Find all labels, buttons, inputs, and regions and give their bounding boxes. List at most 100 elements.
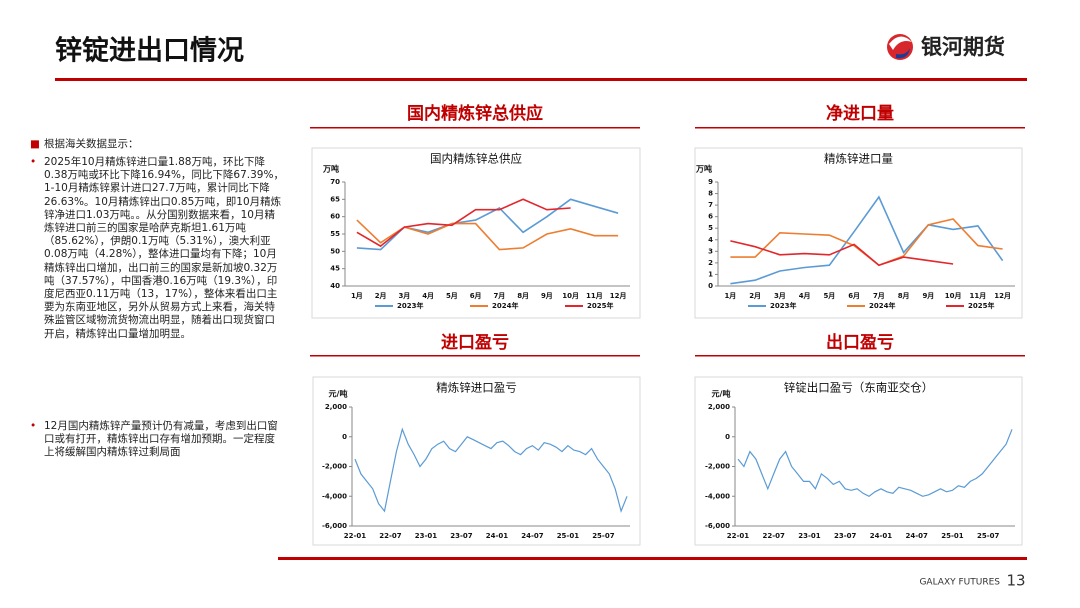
x-tick-label: 7月 bbox=[873, 292, 885, 300]
legend-label: 2023年 bbox=[397, 301, 423, 310]
y-tick-label: 0 bbox=[708, 282, 713, 290]
chart-title: 锌锭出口盈亏（东南亚交仓） bbox=[784, 381, 934, 395]
x-tick-label: 12月 bbox=[994, 292, 1011, 300]
bullet: • 2025年10月精炼锌进口量1.88万吨，环比下降0.38万吨或环比下降16.… bbox=[30, 156, 284, 340]
bullet-text: 12月国内精炼锌产量预计仍有减量，考虑到出口窗口或有打开，精炼锌出口存有增加预期… bbox=[44, 420, 278, 459]
y-tick-label: -4,000 bbox=[705, 492, 730, 500]
y-tick-label: 40 bbox=[330, 282, 340, 290]
y-tick-label: 2,000 bbox=[325, 403, 347, 411]
x-tick-label: 22-07 bbox=[763, 532, 786, 540]
y-tick-label: 55 bbox=[330, 230, 340, 238]
x-tick-label: 9月 bbox=[541, 292, 553, 300]
legend-label: 2023年 bbox=[770, 301, 796, 310]
y-tick-label: 5 bbox=[708, 224, 713, 232]
x-tick-label: 25-07 bbox=[592, 532, 615, 540]
y-tick-label: 50 bbox=[330, 247, 340, 255]
x-tick-label: 4月 bbox=[422, 292, 434, 300]
legend-label: 2025年 bbox=[968, 301, 994, 310]
y-tick-label: 1 bbox=[708, 270, 713, 278]
section-title: 出口盈亏 bbox=[826, 332, 894, 353]
x-tick-label: 9月 bbox=[922, 292, 934, 300]
page-title: 锌锭进出口情况 bbox=[55, 36, 244, 67]
x-tick-label: 6月 bbox=[848, 292, 860, 300]
x-tick-label: 23-07 bbox=[450, 532, 473, 540]
x-tick-label: 3月 bbox=[774, 292, 786, 300]
x-tick-label: 5月 bbox=[446, 292, 458, 300]
y-tick-label: 8 bbox=[708, 190, 713, 198]
x-tick-label: 22-07 bbox=[379, 532, 402, 540]
y-tick-label: 9 bbox=[708, 178, 713, 186]
x-tick-label: 22-01 bbox=[344, 532, 367, 540]
x-tick-label: 4月 bbox=[799, 292, 811, 300]
chart-frame bbox=[694, 376, 1023, 546]
x-tick-label: 24-07 bbox=[906, 532, 929, 540]
x-tick-label: 7月 bbox=[493, 292, 505, 300]
x-tick-label: 12月 bbox=[610, 292, 627, 300]
section-rule bbox=[695, 127, 1025, 129]
y-tick-label: -4,000 bbox=[322, 492, 347, 500]
y-axis-label: 元/吨 bbox=[329, 389, 348, 399]
y-tick-label: 70 bbox=[330, 178, 340, 186]
series-line bbox=[730, 240, 954, 267]
x-tick-label: 24-01 bbox=[870, 532, 893, 540]
x-tick-label: 11月 bbox=[586, 292, 603, 300]
x-tick-label: 10月 bbox=[562, 292, 579, 300]
y-tick-label: 60 bbox=[330, 213, 340, 221]
x-tick-label: 1月 bbox=[724, 292, 736, 300]
series-line bbox=[354, 427, 628, 514]
y-axis-label: 万吨 bbox=[695, 164, 712, 174]
series-line bbox=[737, 429, 1013, 498]
y-tick-label: 45 bbox=[330, 265, 340, 273]
section-rule bbox=[695, 355, 1025, 357]
chart-title: 国内精炼锌总供应 bbox=[430, 152, 522, 166]
y-axis-label: 万吨 bbox=[322, 164, 339, 174]
chart-frame bbox=[312, 376, 641, 546]
x-tick-label: 8月 bbox=[898, 292, 910, 300]
bullet: • 12月国内精炼锌产量预计仍有减量，考虑到出口窗口或有打开，精炼锌出口存有增加预… bbox=[30, 420, 278, 459]
footer-rule bbox=[278, 557, 1027, 560]
section-title: 进口盈亏 bbox=[441, 333, 509, 353]
y-tick-label: -2,000 bbox=[322, 463, 347, 471]
chart-title: 精炼锌进口盈亏 bbox=[436, 381, 517, 395]
series-line bbox=[356, 198, 571, 248]
chart-frame bbox=[694, 147, 1023, 319]
x-tick-label: 23-01 bbox=[415, 532, 438, 540]
chart-title: 精炼锌进口量 bbox=[824, 152, 893, 166]
y-tick-label: 3 bbox=[708, 247, 713, 255]
x-tick-label: 2月 bbox=[749, 292, 761, 300]
y-tick-label: -2,000 bbox=[705, 463, 730, 471]
page-number: 13 bbox=[1006, 572, 1025, 590]
x-tick-label: 22-01 bbox=[727, 532, 750, 540]
section-title: 国内精炼锌总供应 bbox=[407, 103, 543, 124]
legend-label: 2024年 bbox=[492, 301, 518, 310]
x-tick-label: 2月 bbox=[375, 292, 387, 300]
legend-label: 2024年 bbox=[869, 301, 895, 310]
y-tick-label: -6,000 bbox=[322, 522, 347, 530]
bullet-text: 根据海关数据显示： bbox=[44, 138, 139, 150]
y-tick-label: 2 bbox=[708, 259, 713, 267]
section-rule bbox=[310, 355, 640, 357]
section-title: 净进口量 bbox=[826, 103, 894, 124]
y-tick-label: -6,000 bbox=[705, 522, 730, 530]
bullet: ■ 根据海关数据显示： bbox=[30, 138, 139, 150]
y-tick-label: 7 bbox=[708, 201, 713, 209]
x-tick-label: 1月 bbox=[351, 292, 363, 300]
logo-text: 银河期货 bbox=[921, 35, 1005, 59]
x-tick-label: 8月 bbox=[517, 292, 529, 300]
x-tick-label: 24-01 bbox=[486, 532, 509, 540]
logo-icon bbox=[887, 34, 913, 60]
x-tick-label: 5月 bbox=[823, 292, 835, 300]
x-tick-label: 3月 bbox=[398, 292, 410, 300]
header-rule bbox=[55, 78, 1027, 81]
x-tick-label: 6月 bbox=[470, 292, 482, 300]
y-tick-label: 6 bbox=[708, 213, 713, 221]
x-tick-label: 11月 bbox=[970, 292, 987, 300]
x-tick-label: 23-01 bbox=[798, 532, 821, 540]
y-tick-label: 4 bbox=[708, 236, 713, 244]
x-tick-label: 25-07 bbox=[977, 532, 1000, 540]
series-line bbox=[730, 195, 1004, 285]
y-tick-label: 0 bbox=[725, 433, 730, 441]
chart-frame bbox=[311, 147, 641, 319]
